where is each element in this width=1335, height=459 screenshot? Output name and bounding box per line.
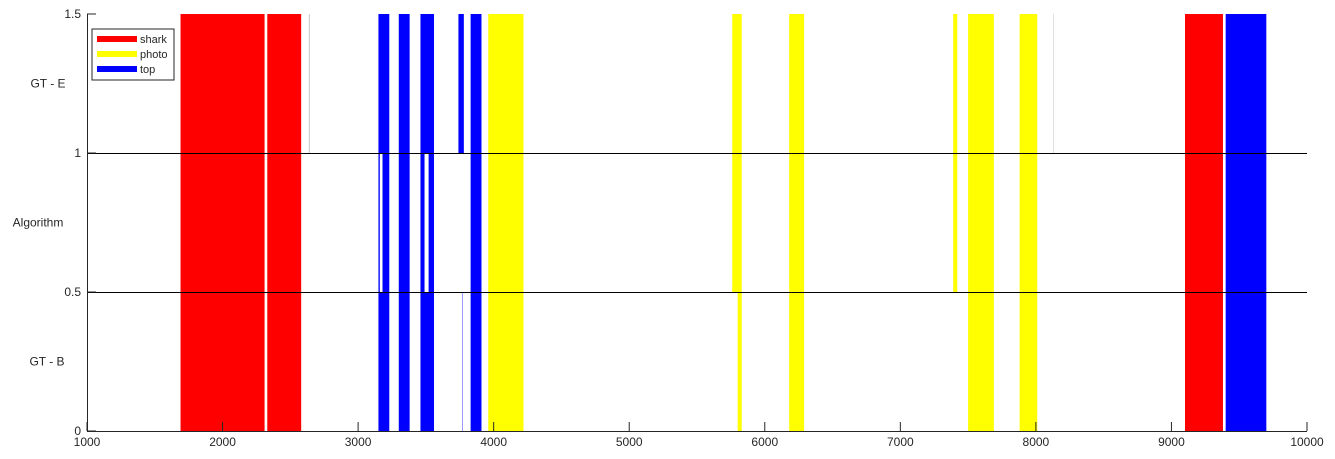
x-tick-label: 4000 xyxy=(480,435,507,449)
legend-swatch-photo xyxy=(97,51,137,57)
y-tick-label: 1.5 xyxy=(64,7,81,21)
legend-swatch-top xyxy=(97,66,137,72)
x-tick-label: 8000 xyxy=(1023,435,1050,449)
x-tick-label: 10000 xyxy=(1290,435,1324,449)
shark-segment-2 xyxy=(267,14,302,431)
y-tick-label: 0 xyxy=(74,424,81,438)
photo-segment-5 xyxy=(789,14,805,431)
x-tick-label: 7000 xyxy=(887,435,914,449)
y-tick-label: 1 xyxy=(74,146,81,160)
x-tick-label: 6000 xyxy=(751,435,778,449)
top-segment-1 xyxy=(378,14,390,431)
row-label: GT - E xyxy=(30,77,65,91)
segment-gap-2 xyxy=(424,153,429,292)
legend: shark photo top xyxy=(91,28,175,81)
photo-segment-7 xyxy=(968,14,994,431)
shark-segment-1 xyxy=(180,14,265,431)
x-tick-label: 1000 xyxy=(74,435,101,449)
legend-label-photo: photo xyxy=(140,49,168,61)
row-label-layer: GT - E Algorithm GT - B xyxy=(13,77,66,369)
legend-label-shark: shark xyxy=(140,34,167,46)
x-tick-label: 3000 xyxy=(345,435,372,449)
legend-swatch-shark xyxy=(97,36,137,42)
x-tick-label: 9000 xyxy=(1158,435,1185,449)
photo-segment-1 xyxy=(488,14,496,431)
photo-segment-2 xyxy=(495,14,524,431)
shark-segment-3 xyxy=(1185,14,1223,431)
top-segment-4 xyxy=(458,14,464,153)
row-boundary-layer xyxy=(87,153,1307,293)
top-segment-5 xyxy=(470,14,482,431)
axes-layer xyxy=(87,14,1307,432)
x-tick-label: 2000 xyxy=(209,435,236,449)
photo-segment-4 xyxy=(737,292,742,431)
tick-layer: 1000 2000 3000 4000 5000 6000 7000 8000 9000 1000… xyxy=(64,7,1324,449)
x-tick-label: 5000 xyxy=(616,435,643,449)
row-label: GT - B xyxy=(29,355,64,369)
row-label: Algorithm xyxy=(13,216,64,230)
legend-label-top: top xyxy=(140,64,155,76)
top-segment-6 xyxy=(1225,14,1267,431)
y-tick-label: 0.5 xyxy=(64,285,81,299)
photo-segment-8 xyxy=(1019,14,1038,431)
segment-layer xyxy=(180,14,1267,431)
segment-gap-1 xyxy=(379,153,383,292)
top-segment-2 xyxy=(398,14,410,431)
